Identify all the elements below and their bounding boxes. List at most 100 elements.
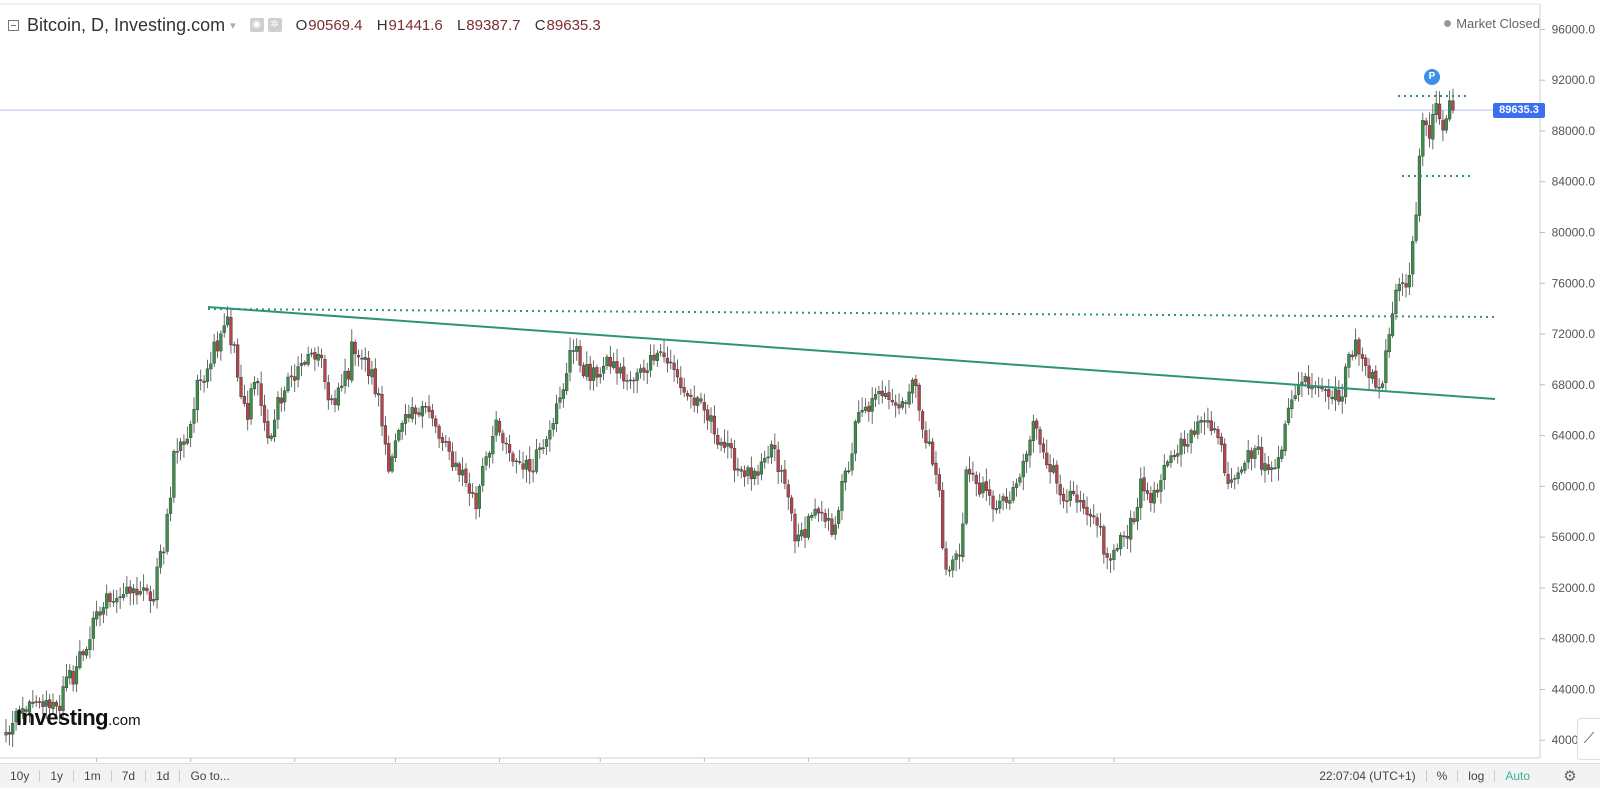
candle [1152,481,1156,513]
candle-body [306,353,310,365]
candle-body [1249,450,1254,459]
candle [262,394,267,431]
gear-icon[interactable]: ⚙ [1540,763,1600,788]
range-10y-button[interactable]: 10y [10,769,30,783]
gear-icon[interactable]: ✲ [267,18,282,32]
candle [544,435,549,455]
candle [242,384,246,407]
candle-body [726,443,730,447]
candle [1337,380,1341,406]
candle-body [316,354,320,361]
candle [1233,474,1237,490]
candle-body [202,380,206,383]
candle-body [924,430,928,443]
candle [1427,112,1432,148]
candle [769,440,774,465]
candle-body [373,368,377,395]
candle-body [353,341,357,355]
candle [779,465,784,483]
candle-body [894,402,898,406]
candle [1451,88,1455,114]
candle [739,466,743,479]
candle [870,387,874,424]
chevron-down-icon[interactable]: ▾ [230,19,236,32]
candle [961,512,965,563]
candle [71,665,75,692]
candle-body [454,462,458,467]
market-status-label: Market Closed [1456,16,1540,31]
candle [128,580,132,606]
symbol-title[interactable]: Bitcoin, D, Investing.com [27,14,226,35]
candle-body [1223,443,1227,474]
candle-body [1273,467,1277,469]
candle [450,442,455,472]
range-1y-button[interactable]: 1y [50,769,64,783]
candle [1431,104,1435,150]
candle-body [393,440,398,458]
range-7d-button[interactable]: 7d [121,769,136,783]
candle [625,374,629,391]
resistance-dotted-line[interactable] [207,308,1496,318]
collapse-icon[interactable] [8,19,19,31]
candle [890,388,894,406]
candle-body [172,451,176,498]
candle-body [615,361,619,374]
candle-body [877,391,881,395]
goto-button[interactable]: Go to... [190,769,230,783]
ohlc-close-value: 89635.3 [546,16,601,34]
log-toggle[interactable]: log [1468,769,1485,783]
range-1d-button[interactable]: 1d [156,769,170,783]
candle [595,364,599,387]
candle [350,329,354,384]
range-1m-button[interactable]: 1m [84,769,101,783]
candle-body [1082,500,1086,509]
candle [907,383,911,409]
candle [1330,390,1334,405]
candle [743,465,747,487]
eye-icon[interactable]: ◉ [249,18,264,32]
candle-body [524,459,528,470]
candle [1145,482,1150,501]
candle-body [17,710,22,714]
candle [1216,425,1220,445]
candle-body [1192,430,1197,435]
candle [1072,481,1076,496]
percent-toggle[interactable]: % [1436,769,1448,783]
candle-body [927,441,931,444]
candle [74,655,79,693]
candle-body [1260,447,1264,470]
candle-body [350,341,354,381]
drawings[interactable] [207,95,1496,400]
candle-body [1135,506,1140,522]
candle [1206,407,1210,429]
candle [967,456,972,483]
candle-body [1444,118,1448,131]
candle [236,338,240,382]
candle-body [605,356,609,366]
candle-body [843,470,847,483]
pattern-marker-badge[interactable]: P [1424,69,1440,85]
candle-body [870,398,874,412]
candle [249,383,253,425]
candle [4,719,8,743]
trendline-icon[interactable]: ⟋ [1577,718,1600,760]
candle-body [558,397,562,403]
descending-trendline[interactable] [207,306,1496,400]
candle [736,457,740,477]
candle [1199,416,1203,433]
candle [178,437,183,461]
candle [51,693,55,714]
candle [1293,384,1297,401]
candle [1401,273,1405,296]
candle [1448,90,1452,122]
auto-scale-toggle[interactable]: Auto [1505,769,1530,783]
candle [397,428,401,443]
candle-body [400,423,404,432]
candle [618,362,622,379]
candle [343,358,347,394]
candle-body [800,530,804,537]
candle [1155,483,1160,498]
candle-body [471,492,475,494]
candle [1347,351,1351,378]
